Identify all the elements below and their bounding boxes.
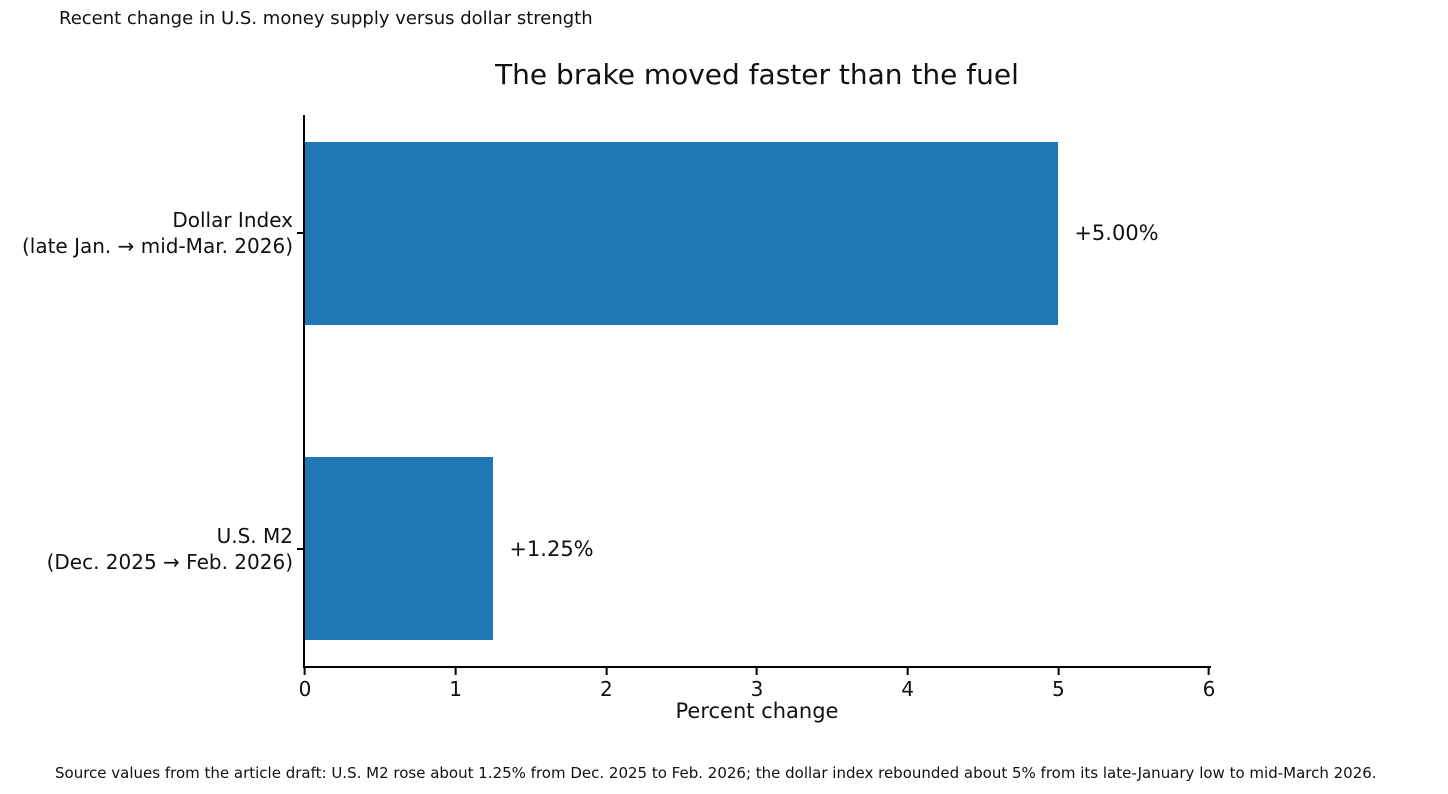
x-axis-spine <box>303 666 1211 668</box>
x-tick-mark <box>605 668 608 675</box>
chart-title: The brake moved faster than the fuel <box>495 58 1019 91</box>
x-tick: 3 <box>750 668 764 701</box>
x-tick-mark <box>1207 668 1210 675</box>
x-tick-label: 2 <box>599 677 613 701</box>
x-tick: 0 <box>298 668 312 701</box>
category-label-us-m2: U.S. M2 (Dec. 2025 → Feb. 2026) <box>0 523 293 575</box>
bar-value-label: +5.00% <box>1074 221 1159 245</box>
y-axis-spine <box>303 115 305 668</box>
x-tick-label: 4 <box>901 677 915 701</box>
x-tick-mark <box>1057 668 1060 675</box>
x-tick-label: 0 <box>298 677 312 701</box>
category-label-line2: (Dec. 2025 → Feb. 2026) <box>46 550 293 574</box>
x-tick-label: 1 <box>449 677 463 701</box>
plot-area: +5.00% +1.25% 0 1 2 3 4 5 6 <box>297 115 1215 701</box>
x-tick-label: 5 <box>1051 677 1065 701</box>
x-tick-label: 3 <box>750 677 764 701</box>
x-tick-mark <box>303 668 306 675</box>
x-tick-mark <box>906 668 909 675</box>
x-tick: 6 <box>1202 668 1216 701</box>
x-tick-mark <box>755 668 758 675</box>
y-tick-mark <box>297 548 305 550</box>
x-tick: 5 <box>1052 668 1065 701</box>
bar-dollar-index <box>305 142 1059 325</box>
x-tick: 2 <box>600 668 613 701</box>
category-label-line1: U.S. M2 <box>216 524 293 548</box>
category-label-line2: (late Jan. → mid-Mar. 2026) <box>21 234 293 258</box>
x-tick: 4 <box>901 668 914 701</box>
x-axis-label: Percent change <box>675 699 839 723</box>
category-label-line1: Dollar Index <box>172 208 293 232</box>
bar-value-label: +1.25% <box>509 537 594 561</box>
figure-note: Recent change in U.S. money supply versu… <box>59 8 593 29</box>
bar-us-m2 <box>305 457 494 640</box>
category-label-dollar-index: Dollar Index (late Jan. → mid-Mar. 2026) <box>0 207 293 259</box>
x-tick: 1 <box>449 668 462 701</box>
source-note: Source values from the article draft: U.… <box>55 764 1377 782</box>
y-tick-mark <box>297 232 305 234</box>
x-tick-mark <box>454 668 457 675</box>
x-tick-label: 6 <box>1202 677 1216 701</box>
